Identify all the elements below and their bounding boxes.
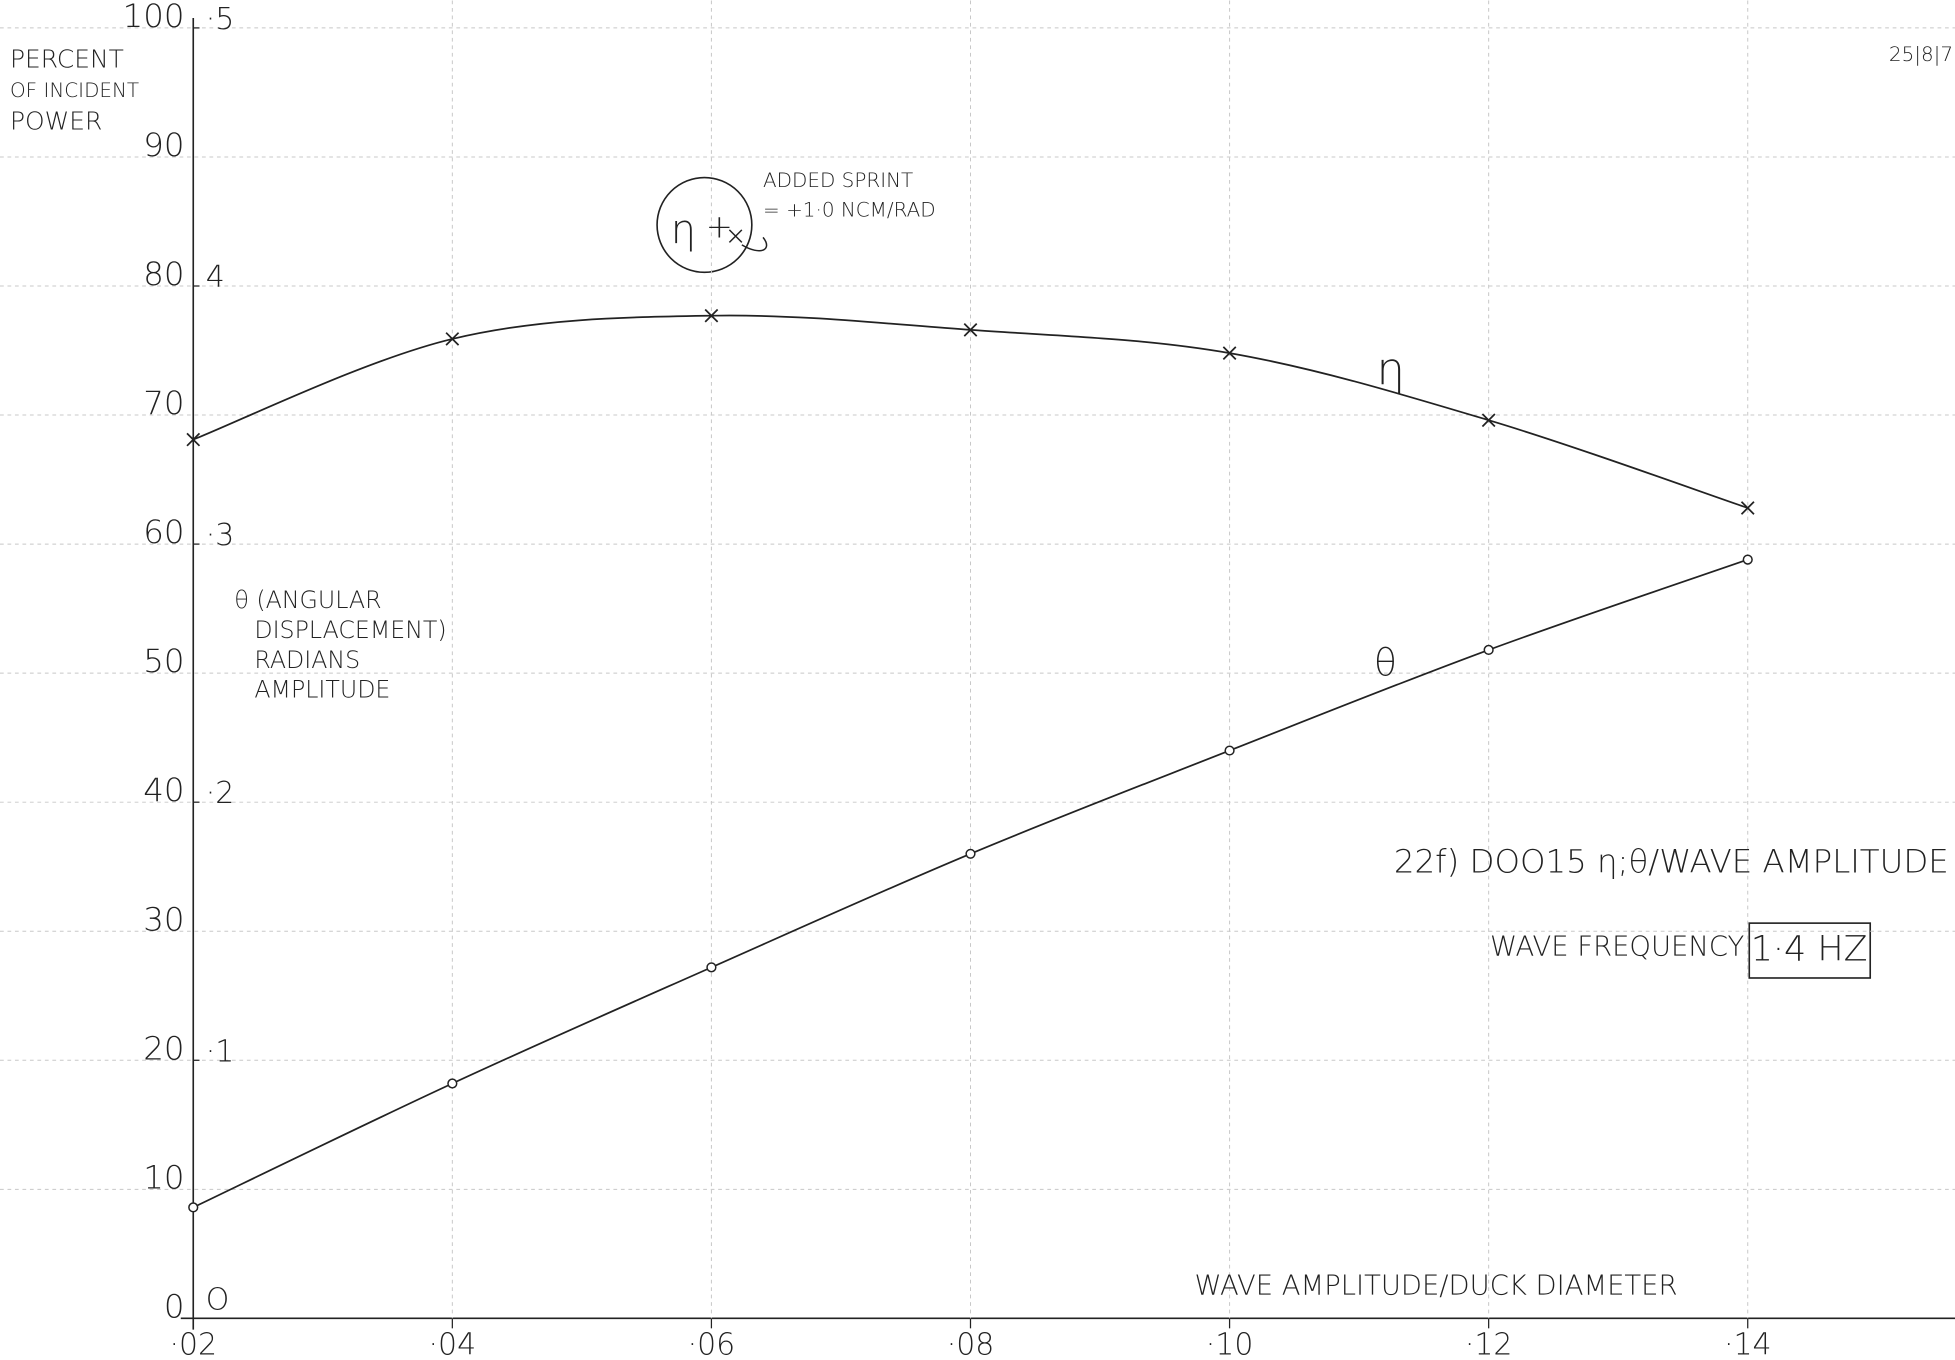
annotation: ADDED SPRINT xyxy=(763,168,913,192)
y2-tick-label: ·5 xyxy=(206,2,235,37)
y-tick-label: 20 xyxy=(143,1029,184,1067)
y-tick-label: 80 xyxy=(143,255,184,293)
y2-tick-label: ·2 xyxy=(206,776,235,811)
legend-label: η xyxy=(671,207,696,253)
y-tick-label: 70 xyxy=(143,384,184,422)
point-marker xyxy=(706,962,717,973)
point-marker xyxy=(1481,413,1496,428)
point-marker xyxy=(1483,644,1494,656)
point-marker xyxy=(965,848,976,859)
y2-axis-label: RADIANS xyxy=(254,646,360,674)
point-marker xyxy=(1740,501,1755,515)
y-tick-label: 0 xyxy=(164,1287,185,1325)
series-line xyxy=(192,314,1749,509)
point-marker xyxy=(1222,346,1237,360)
legend-circle xyxy=(656,176,753,274)
y-axis-label: OF INCIDENT xyxy=(10,78,139,102)
y2-tick-label: O xyxy=(206,1282,230,1317)
x-axis-label: WAVE AMPLITUDE/DUCK DIAMETER xyxy=(1194,1271,1677,1302)
x-tick-label: ·02 xyxy=(169,1327,217,1360)
legend-symbol: + xyxy=(706,208,733,246)
y-tick-label: 60 xyxy=(143,513,184,551)
annotation: = +1·0 NCM/RAD xyxy=(763,198,936,222)
x-tick-label: ·12 xyxy=(1465,1327,1513,1360)
x-tick-label: ·14 xyxy=(1724,1327,1772,1360)
y-tick-label: 90 xyxy=(143,126,184,164)
y-tick-label: 40 xyxy=(143,771,184,809)
y-axis-label: POWER xyxy=(10,107,102,136)
point-marker xyxy=(188,1202,199,1213)
point-marker xyxy=(1224,745,1235,756)
chart-subtitle: WAVE FREQUENCY xyxy=(1490,932,1745,963)
y2-axis-label: θ (ANGULAR xyxy=(234,586,381,614)
y-tick-label: 100 xyxy=(123,0,185,35)
x-tick-label: ·06 xyxy=(688,1327,736,1360)
y2-axis-label: DISPLACEMENT) xyxy=(254,616,446,644)
date: 25|8|75 xyxy=(1889,42,1955,66)
x-tick-label: ·10 xyxy=(1206,1327,1254,1360)
x-tick-label: ·08 xyxy=(947,1327,995,1360)
frequency-label: 1·4 HZ xyxy=(1751,930,1868,970)
y2-tick-label: ·1 xyxy=(206,1034,235,1069)
frequency-box xyxy=(1748,922,1872,979)
y-tick-label: 50 xyxy=(143,642,184,680)
series-label: η xyxy=(1376,342,1404,395)
point-marker xyxy=(963,323,978,337)
point-marker xyxy=(445,332,460,346)
point-marker xyxy=(704,308,719,323)
x-tick-label: ·04 xyxy=(429,1327,477,1360)
series-label: θ xyxy=(1374,641,1397,685)
point-marker xyxy=(1742,554,1753,565)
point-marker xyxy=(186,432,201,447)
y2-axis-label: AMPLITUDE xyxy=(254,676,390,704)
y-tick-label: 10 xyxy=(143,1158,184,1196)
y-axis-label: PERCENT xyxy=(10,44,124,73)
point-marker xyxy=(447,1078,458,1089)
y2-tick-label: ·3 xyxy=(206,518,235,553)
chart-title: 22f) DOO15 η;θ/WAVE AMPLITUDE xyxy=(1394,842,1949,880)
legend-marker xyxy=(728,229,768,252)
y2-tick-label: 4 xyxy=(206,260,225,295)
y-tick-label: 30 xyxy=(143,900,184,938)
